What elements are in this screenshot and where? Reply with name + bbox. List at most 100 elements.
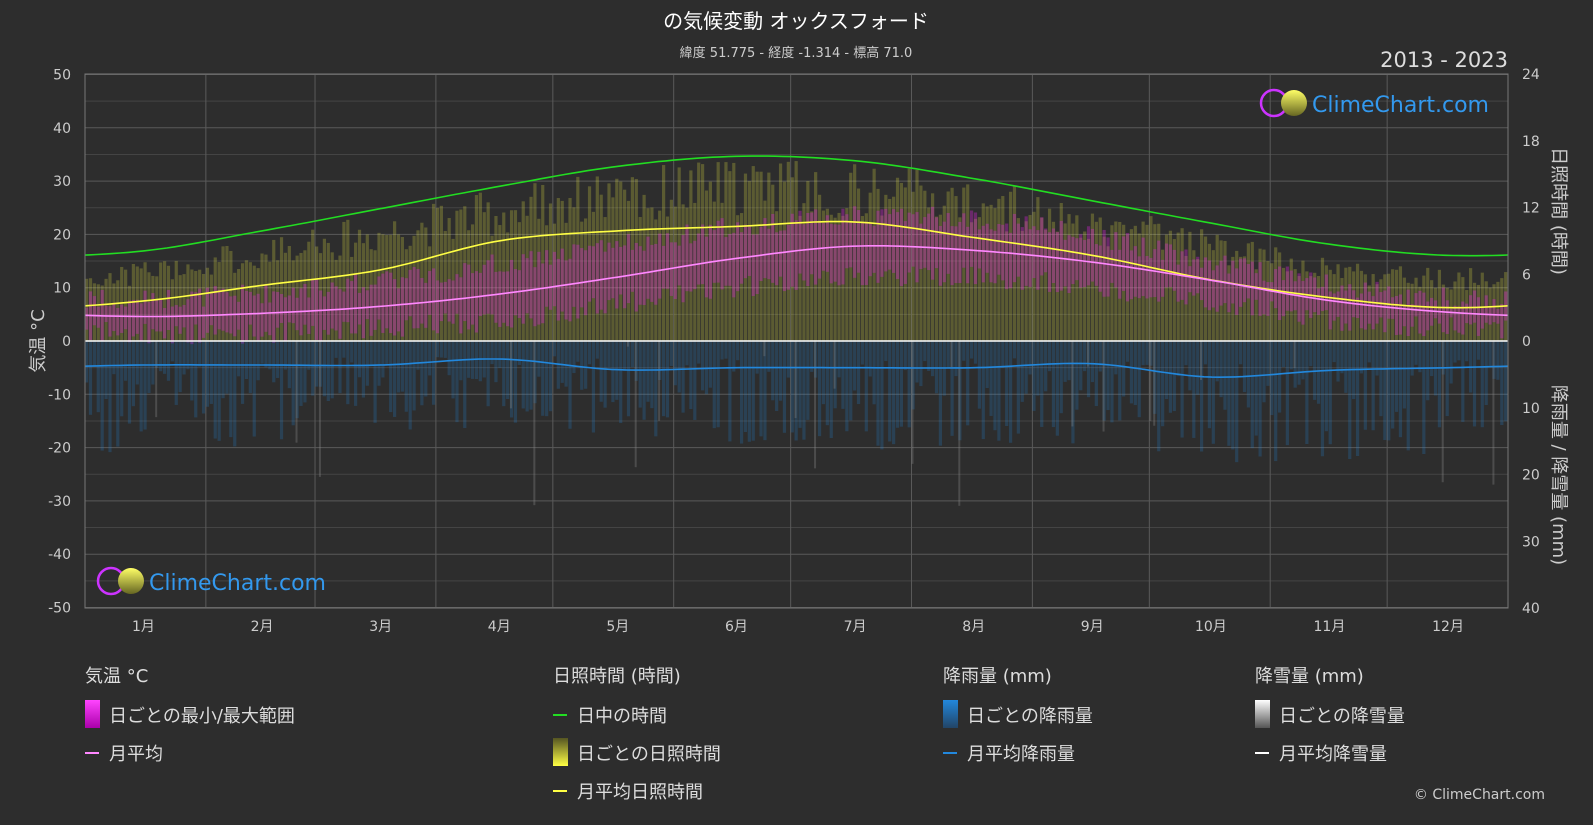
rain-day-bar (260, 341, 264, 364)
sunshine-day-bar (1500, 278, 1504, 341)
temp-range-day-bar (311, 279, 315, 326)
temp-range-day-bar (482, 264, 486, 315)
rain-day-bar (751, 341, 755, 441)
rain-day-bar (229, 341, 233, 438)
rain-day-bar (985, 341, 989, 389)
temp-range-day-bar (1344, 290, 1348, 324)
temp-range-day-bar (1083, 240, 1087, 288)
sunshine-day-bar (85, 278, 89, 341)
sunshine-day-bar (1305, 271, 1309, 341)
sunshine-day-bar (88, 278, 93, 341)
temp-range-day-bar (1235, 268, 1239, 315)
sunshine-day-bar (1122, 224, 1126, 341)
sunshine-day-bar (482, 212, 486, 341)
rain-day-bar (919, 341, 923, 387)
temp-range-day-bar (361, 287, 366, 339)
temp-range-day-bar (217, 289, 221, 330)
temp-range-day-bar (1433, 300, 1438, 319)
sunshine-day-bar (927, 207, 931, 341)
temp-range-day-bar (1406, 289, 1410, 337)
sunshine-day-bar (1289, 258, 1293, 341)
sunshine-day-bar (1102, 236, 1106, 341)
sunshine-day-bar (1418, 286, 1422, 341)
rain-day-bar (178, 341, 182, 393)
temp-range-day-bar (576, 244, 580, 319)
rain-day-bar (853, 341, 857, 391)
temp-range-day-bar (350, 281, 354, 334)
rain-day-bar (923, 341, 927, 362)
temp-range-day-bar (268, 302, 272, 336)
sunshine-day-bar (1180, 228, 1184, 341)
temp-range-day-bar (1457, 306, 1461, 333)
rain-day-bar (1102, 341, 1106, 421)
legend-item: 月平均日照時間 (553, 778, 721, 816)
rain-day-bar (1274, 341, 1278, 462)
sunshine-day-bar (494, 215, 498, 341)
rain-day-bar (700, 341, 705, 391)
rain-day-bar (634, 341, 638, 381)
temp-range-day-bar (517, 270, 521, 318)
temp-range-day-bar (1340, 285, 1344, 331)
rain-day-bar (716, 341, 720, 428)
temp-range-day-bar (396, 288, 401, 332)
temp-range-day-bar (1231, 260, 1235, 304)
sunshine-day-bar (1316, 276, 1321, 341)
temp-range-day-bar (880, 209, 884, 277)
rain-day-bar (892, 341, 896, 445)
sunshine-day-bar (127, 285, 132, 341)
logo-sun-icon (1281, 90, 1307, 116)
sunshine-day-bar (299, 252, 303, 341)
sunshine-day-bar (1055, 231, 1059, 341)
sunshine-day-bar (716, 162, 720, 341)
temp-range-day-bar (92, 296, 96, 326)
temp-range-day-bar (272, 291, 276, 343)
temp-range-day-bar (899, 208, 904, 287)
rain-day-bar (572, 341, 576, 374)
temp-range-day-bar (307, 297, 311, 334)
rain-day-bar (899, 341, 904, 427)
rain-day-bar (1223, 341, 1227, 410)
temp-range-day-bar (868, 223, 872, 277)
temp-range-day-bar (1355, 297, 1360, 319)
rain-day-bar (646, 341, 650, 402)
sunshine-day-bar (619, 181, 623, 341)
temp-range-day-bar (338, 289, 342, 339)
snow-day-bar (1492, 341, 1495, 485)
rain-day-bar (1422, 341, 1426, 455)
temp-range-day-bar (1336, 291, 1340, 317)
temp-range-day-bar (704, 236, 709, 298)
sunshine-day-bar (1083, 231, 1087, 341)
rain-day-bar (630, 341, 635, 368)
rain-day-bar (931, 341, 935, 377)
sunshine-day-bar (1313, 272, 1317, 341)
sunshine-day-bar (1219, 240, 1223, 341)
rain-day-bar (162, 341, 167, 374)
rain-day-bar (369, 341, 373, 367)
sunshine-day-bar (658, 210, 662, 341)
temp-range-day-bar (104, 305, 108, 323)
sunshine-day-bar (1476, 284, 1481, 341)
rain-day-bar (361, 341, 366, 398)
sunshine-day-bar (1348, 266, 1352, 341)
left-axis-title: 気温 °C (28, 309, 49, 372)
rain-day-bar (821, 341, 826, 405)
temp-range-day-bar (381, 273, 385, 333)
rain-day-bar (334, 341, 338, 358)
left-tick-label: -10 (48, 387, 71, 403)
rain-day-bar (981, 341, 985, 440)
sunshine-day-bar (747, 181, 751, 341)
sunshine-day-bar (623, 189, 627, 341)
sunshine-day-bar (513, 210, 518, 341)
rain-day-bar (708, 341, 712, 388)
sunshine-day-bar (291, 260, 295, 341)
daily-bars (85, 161, 1508, 506)
rain-day-bar (782, 341, 787, 433)
rain-day-bar (486, 341, 490, 407)
sunshine-day-bar (1192, 250, 1196, 341)
chart-subtitle: 緯度 51.775 - 経度 -1.314 - 標高 71.0 (680, 45, 913, 61)
sunshine-day-bar (1465, 290, 1469, 341)
snow-day-bar (509, 341, 512, 409)
rain-day-bar (166, 341, 171, 381)
temp-range-day-bar (1313, 277, 1317, 313)
sunshine-day-bar (303, 250, 307, 341)
